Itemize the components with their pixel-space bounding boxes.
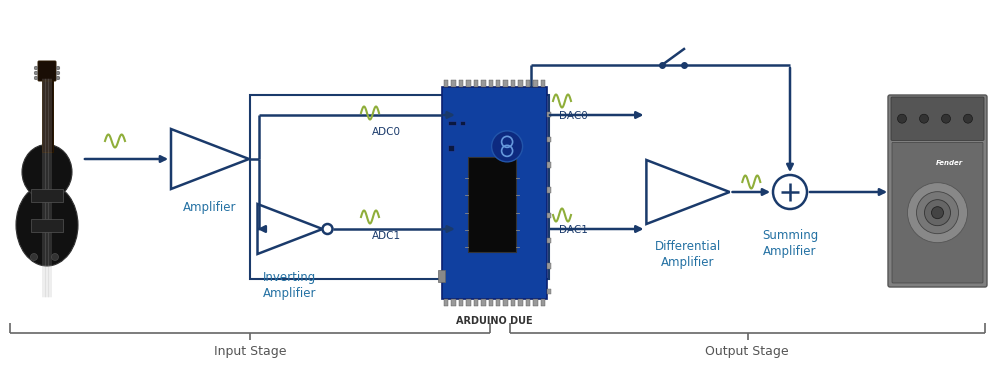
FancyBboxPatch shape xyxy=(547,288,551,294)
Circle shape xyxy=(941,114,950,123)
Text: Differential
Amplifier: Differential Amplifier xyxy=(655,240,721,269)
Text: ARDUINO DUE: ARDUINO DUE xyxy=(456,316,533,326)
FancyBboxPatch shape xyxy=(474,80,478,87)
FancyBboxPatch shape xyxy=(31,219,63,232)
FancyBboxPatch shape xyxy=(474,299,478,306)
FancyBboxPatch shape xyxy=(438,270,445,282)
Circle shape xyxy=(492,131,523,162)
FancyBboxPatch shape xyxy=(547,162,551,168)
FancyBboxPatch shape xyxy=(459,80,463,87)
FancyBboxPatch shape xyxy=(511,80,515,87)
Circle shape xyxy=(34,66,38,70)
FancyBboxPatch shape xyxy=(466,80,471,87)
FancyBboxPatch shape xyxy=(503,80,508,87)
Circle shape xyxy=(908,183,968,243)
FancyBboxPatch shape xyxy=(468,157,516,252)
Text: Amplifier: Amplifier xyxy=(183,201,237,214)
Circle shape xyxy=(34,71,38,75)
FancyBboxPatch shape xyxy=(496,299,500,306)
FancyBboxPatch shape xyxy=(533,299,538,306)
FancyBboxPatch shape xyxy=(526,299,530,306)
FancyBboxPatch shape xyxy=(442,87,547,299)
FancyBboxPatch shape xyxy=(451,80,456,87)
FancyBboxPatch shape xyxy=(547,188,551,193)
FancyBboxPatch shape xyxy=(891,97,984,140)
FancyBboxPatch shape xyxy=(547,137,551,142)
FancyBboxPatch shape xyxy=(503,299,508,306)
Text: Summing
Amplifier: Summing Amplifier xyxy=(762,229,818,258)
Text: Fender: Fender xyxy=(936,160,963,166)
FancyBboxPatch shape xyxy=(481,299,486,306)
FancyBboxPatch shape xyxy=(444,299,448,306)
Text: DAC1: DAC1 xyxy=(559,225,588,235)
Text: Output Stage: Output Stage xyxy=(705,345,789,358)
FancyBboxPatch shape xyxy=(466,299,471,306)
FancyBboxPatch shape xyxy=(448,145,454,150)
Ellipse shape xyxy=(16,184,78,266)
Circle shape xyxy=(56,76,60,80)
FancyBboxPatch shape xyxy=(42,77,52,152)
FancyBboxPatch shape xyxy=(547,112,551,117)
Text: Inverting
Amplifier: Inverting Amplifier xyxy=(263,271,317,300)
FancyBboxPatch shape xyxy=(496,80,500,87)
FancyBboxPatch shape xyxy=(448,121,456,125)
Text: Input Stage: Input Stage xyxy=(214,345,286,358)
Circle shape xyxy=(924,200,950,226)
Circle shape xyxy=(916,192,958,234)
FancyBboxPatch shape xyxy=(518,299,523,306)
FancyBboxPatch shape xyxy=(547,213,551,218)
FancyBboxPatch shape xyxy=(526,80,530,87)
FancyBboxPatch shape xyxy=(451,299,456,306)
FancyBboxPatch shape xyxy=(489,299,493,306)
Text: ADC1: ADC1 xyxy=(372,231,401,241)
FancyBboxPatch shape xyxy=(541,80,545,87)
Circle shape xyxy=(34,76,38,80)
Circle shape xyxy=(56,71,60,75)
FancyBboxPatch shape xyxy=(541,299,545,306)
FancyBboxPatch shape xyxy=(481,80,486,87)
FancyBboxPatch shape xyxy=(489,80,493,87)
Circle shape xyxy=(56,66,60,70)
Text: DAC0: DAC0 xyxy=(559,111,588,121)
FancyBboxPatch shape xyxy=(459,299,463,306)
FancyBboxPatch shape xyxy=(892,142,983,283)
FancyBboxPatch shape xyxy=(533,80,538,87)
FancyBboxPatch shape xyxy=(444,80,448,87)
Text: ADC0: ADC0 xyxy=(372,127,401,137)
FancyBboxPatch shape xyxy=(547,238,551,243)
FancyBboxPatch shape xyxy=(547,263,551,269)
FancyBboxPatch shape xyxy=(511,299,515,306)
FancyBboxPatch shape xyxy=(518,80,523,87)
FancyBboxPatch shape xyxy=(888,95,987,287)
Ellipse shape xyxy=(22,145,72,200)
Circle shape xyxy=(898,114,906,123)
Circle shape xyxy=(920,114,928,123)
Circle shape xyxy=(932,207,944,219)
Circle shape xyxy=(964,114,972,123)
FancyBboxPatch shape xyxy=(31,189,63,202)
FancyBboxPatch shape xyxy=(460,121,465,125)
Circle shape xyxy=(30,254,38,261)
Circle shape xyxy=(52,254,58,261)
FancyBboxPatch shape xyxy=(38,61,56,81)
